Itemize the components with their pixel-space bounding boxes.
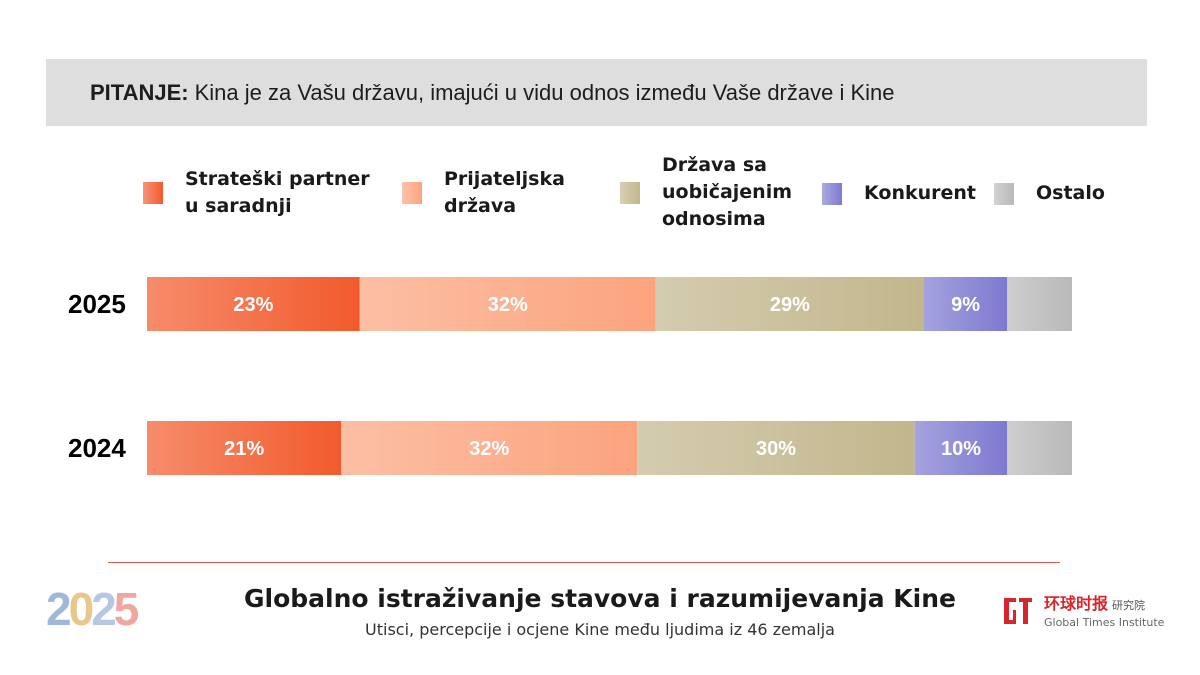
question-text: Kina je za Vašu državu, imajući u vidu o… <box>194 79 895 105</box>
bar-segment-2025-3 <box>924 277 1008 331</box>
logo-digit: 2 <box>46 583 72 635</box>
chart-legend: Strateški partner u saradnji Prijateljsk… <box>0 150 1200 250</box>
data-label-2024-3: 10% <box>941 438 981 460</box>
category-label-2025: 2025 <box>68 289 126 319</box>
bar-segment-2025-4 <box>1007 277 1072 331</box>
brand-chinese-name: 环球时报 研究院 <box>1044 590 1164 614</box>
brand-chinese-suffix: 研究院 <box>1112 599 1146 612</box>
footer-title: Globalno istraživanje stavova i razumije… <box>244 584 956 613</box>
year-logo: 2025 <box>46 583 140 635</box>
bar-segment-2024-1 <box>341 421 638 475</box>
global-times-mark-icon <box>1004 597 1032 624</box>
logo-digit: 2 <box>91 583 117 635</box>
legend-swatch <box>620 181 640 204</box>
category-label-2024: 2024 <box>68 433 126 463</box>
data-label-2025-2: 29% <box>770 294 810 316</box>
legend-swatch <box>143 182 163 204</box>
question-box: PITANJE: Kina je za Vašu državu, imajući… <box>46 59 1147 126</box>
legend-item-competitor: Konkurent <box>822 180 976 207</box>
legend-item-friendly-country: Prijateljska država <box>402 166 565 220</box>
legend-swatch <box>994 182 1014 205</box>
brand-english-name: Global Times Institute <box>1044 616 1165 629</box>
legend-label: Prijateljska država <box>444 168 565 217</box>
legend-label: Konkurent <box>864 182 976 204</box>
legend-label: Država sa uobičajenim odnosima <box>662 154 793 230</box>
data-label-2024-2: 30% <box>756 438 796 460</box>
bar-segment-2024-0 <box>147 421 342 475</box>
legend-item-normal-relations: Država sa uobičajenim odnosima <box>620 152 792 233</box>
data-label-2025-1: 32% <box>488 294 528 316</box>
legend-item-strategic-partner: Strateški partner u saradnji <box>143 166 370 220</box>
bar-segment-2024-3 <box>914 421 1008 475</box>
bar-segment-2024-2 <box>637 421 915 475</box>
bar-segment-2025-0 <box>147 277 360 331</box>
legend-label: Strateški partner u saradnji <box>185 168 370 217</box>
data-label-2024-0: 21% <box>224 438 264 460</box>
logo-digit: 5 <box>113 583 140 635</box>
footer-divider <box>108 562 1060 563</box>
data-label-2024-1: 32% <box>469 438 509 460</box>
bar-segment-2024-4 <box>1007 421 1072 475</box>
legend-swatch <box>822 182 842 205</box>
legend-item-other: Ostalo <box>994 180 1105 207</box>
brand-chinese-main: 环球时报 <box>1044 594 1109 613</box>
data-label-2025-0: 23% <box>233 294 273 316</box>
legend-label: Ostalo <box>1036 182 1105 204</box>
footer-subtitle: Utisci, percepcije i ocjene Kine među lj… <box>365 620 835 639</box>
data-label-2025-3: 9% <box>951 294 980 316</box>
bar-segment-2025-2 <box>655 277 924 331</box>
question-label: PITANJE: <box>90 79 189 105</box>
legend-swatch <box>402 182 422 204</box>
global-times-institute-logo: 环球时报 研究院 Global Times Institute <box>1000 590 1164 629</box>
logo-digit: 0 <box>68 583 95 635</box>
bar-segment-2025-1 <box>359 277 656 331</box>
